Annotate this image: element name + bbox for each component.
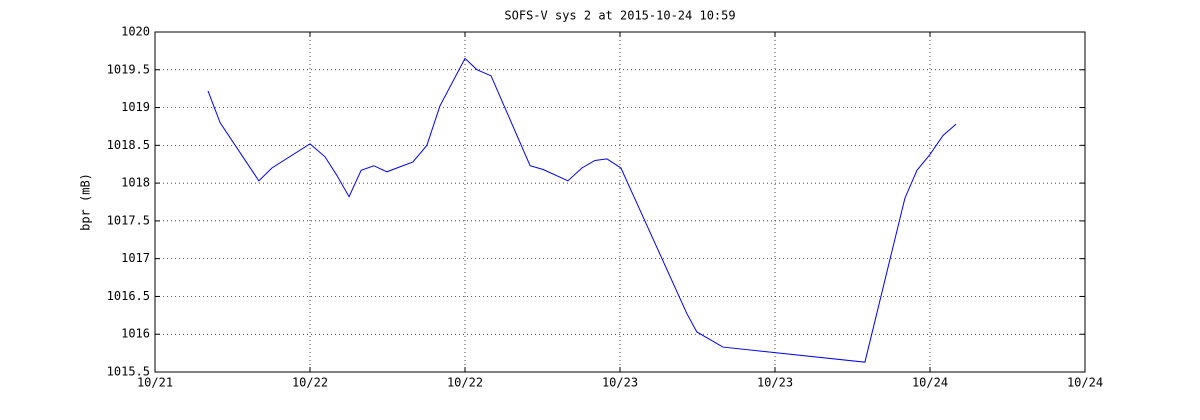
x-tick-label: 10/22 — [447, 376, 483, 390]
x-tick-label: 10/22 — [292, 376, 328, 390]
plot-frame — [154, 31, 1086, 373]
y-axis-label: bpr (mB) — [79, 173, 93, 231]
data-line — [207, 57, 957, 363]
y-tick-label: 1020 — [121, 25, 150, 39]
x-tick-label: 10/21 — [137, 376, 173, 390]
x-tick-label: 10/24 — [912, 376, 948, 390]
y-tick-label: 1016.5 — [107, 289, 150, 303]
y-tick-label: 1015.5 — [107, 365, 150, 379]
x-tick-label: 10/23 — [757, 376, 793, 390]
y-tick-label: 1017 — [121, 251, 150, 265]
y-tick-label: 1016 — [121, 327, 150, 341]
y-tick-label: 1019.5 — [107, 62, 150, 76]
y-tick-label: 1017.5 — [107, 213, 150, 227]
y-tick-label: 1019 — [121, 100, 150, 114]
chart-title: SOFS-V sys 2 at 2015-10-24 10:59 — [504, 9, 735, 23]
x-tick-label: 10/23 — [602, 376, 638, 390]
x-tick-label: 10/24 — [1067, 376, 1103, 390]
y-tick-label: 1018.5 — [107, 138, 150, 152]
y-tick-label: 1018 — [121, 176, 150, 190]
